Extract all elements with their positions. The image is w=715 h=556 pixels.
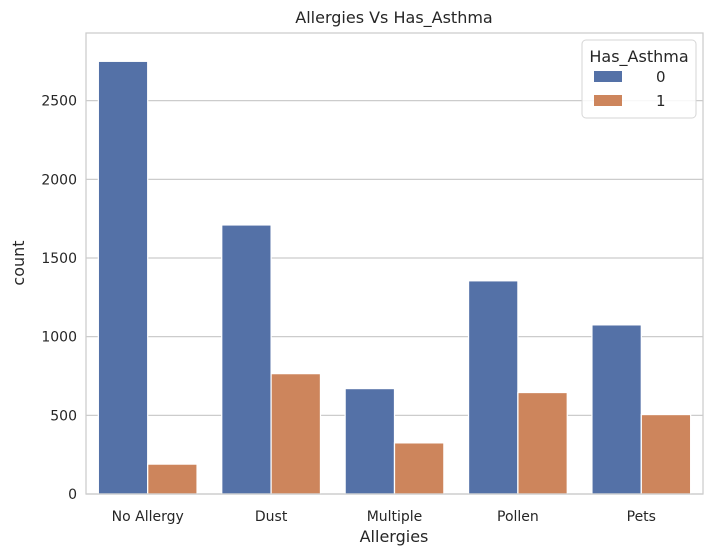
bars (97, 60, 692, 495)
bar-no-allergy-series-0 (97, 60, 149, 495)
legend-label-1: 1 (656, 92, 666, 110)
y-tick-label: 2000 (41, 172, 77, 188)
legend-items: 01 (594, 68, 666, 110)
bar-dust-series-0 (221, 224, 272, 495)
y-axis-label: count (9, 240, 28, 285)
legend: Has_Asthma 01 (581, 39, 697, 119)
legend-title: Has_Asthma (589, 47, 688, 67)
bar-no-allergy-series-1 (147, 463, 198, 495)
y-tick-label: 500 (50, 408, 77, 424)
bar-pollen-series-0 (467, 280, 519, 495)
x-axis-ticks: No Allergy Dust Multiple Pollen Pets (112, 509, 656, 525)
x-tick-label: Pets (627, 509, 656, 525)
x-tick-label: Multiple (367, 509, 423, 525)
y-tick-label: 2500 (41, 94, 77, 110)
x-axis-label: Allergies (360, 527, 429, 546)
bar-pets-series-1 (640, 413, 692, 495)
legend-swatch-1 (594, 95, 622, 106)
plot-frame (85, 32, 704, 495)
y-tick-label: 0 (68, 487, 77, 503)
legend-swatch-0 (594, 71, 622, 82)
legend-label-0: 0 (656, 68, 666, 86)
y-tick-label: 1000 (41, 330, 77, 346)
bar-pollen-series-1 (517, 391, 568, 495)
y-axis-ticks: 0 500 1000 1500 2000 2500 (41, 94, 77, 503)
bar-multiple-series-1 (393, 442, 445, 495)
x-tick-label: Dust (255, 509, 288, 525)
bar-multiple-series-0 (344, 387, 396, 495)
chart-title: Allergies Vs Has_Asthma (295, 8, 492, 28)
y-tick-label: 1500 (41, 251, 77, 267)
bar-pets-series-0 (591, 324, 642, 495)
x-tick-label: No Allergy (112, 509, 184, 525)
bar-dust-series-1 (270, 373, 322, 495)
x-tick-label: Pollen (497, 509, 539, 525)
